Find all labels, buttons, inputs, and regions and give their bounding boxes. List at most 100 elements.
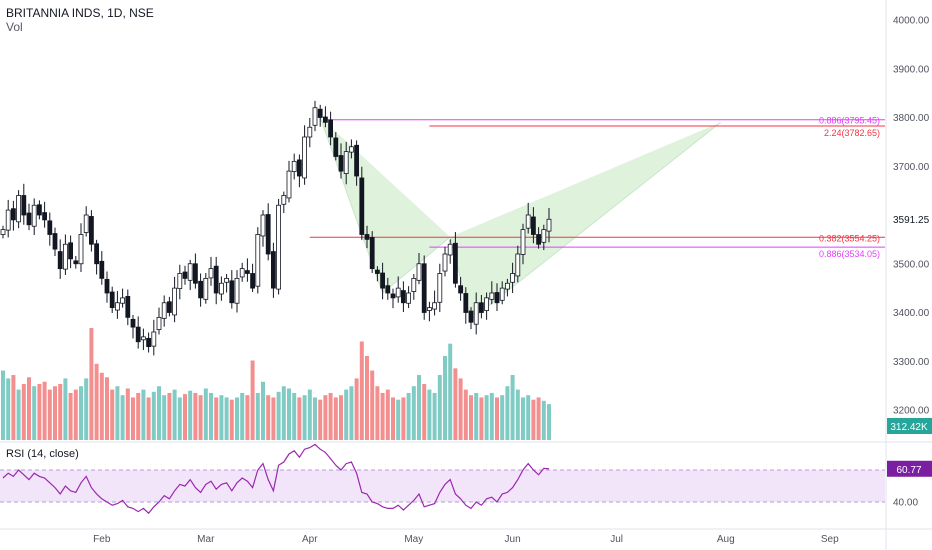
price-tick-label: 3700.00: [893, 162, 930, 173]
volume-bar: [125, 388, 130, 440]
candle-body: [463, 293, 469, 313]
candle-body: [338, 155, 344, 172]
volume-badge-label: 312.42K: [890, 422, 928, 433]
volume-bar: [224, 397, 229, 440]
candle-body: [166, 301, 172, 313]
volume-bar: [328, 392, 333, 440]
symbol-title[interactable]: BRITANNIA INDS, 1D, NSE: [6, 6, 154, 20]
volume-bar: [401, 397, 406, 440]
candle-body: [218, 282, 224, 295]
candle-body: [192, 263, 198, 284]
volume-bar: [131, 397, 135, 440]
volume-bar: [115, 386, 120, 440]
price-tick-label: 3500.00: [893, 259, 930, 270]
fib-level-label: 0.886(3534.05): [819, 249, 880, 259]
volume-bar: [489, 392, 494, 440]
volume-bar: [515, 389, 520, 440]
candle-body: [198, 280, 204, 299]
candle-body: [390, 293, 396, 299]
volume-bar: [183, 394, 187, 440]
candle-body: [213, 265, 219, 294]
volume-bar: [266, 395, 271, 440]
candle-body: [276, 204, 282, 290]
volume-bar: [359, 341, 364, 440]
candle-body: [546, 218, 552, 232]
candle-body: [172, 287, 178, 316]
candle-body: [239, 268, 245, 278]
rsi-value-badge: [887, 460, 932, 477]
volume-bar: [437, 375, 442, 440]
fib-level-label: 0.382(3554.25): [819, 233, 880, 243]
rsi-band: [0, 470, 885, 502]
volume-bar: [365, 356, 369, 440]
volume-bar: [1, 370, 5, 440]
candle-body: [140, 336, 146, 341]
volume-bar: [157, 386, 161, 440]
volume-bar: [27, 377, 31, 440]
time-tick-label: Feb: [93, 534, 111, 545]
fib-level-label: 0.886(3795.45): [819, 116, 880, 126]
volume-bar: [120, 395, 125, 440]
price-tick-label: 3300.00: [893, 357, 930, 368]
candle-body: [317, 108, 323, 118]
candle-body: [400, 290, 406, 304]
volume-bar: [261, 381, 265, 440]
volume-bar: [21, 384, 26, 440]
candle-body: [161, 302, 167, 319]
volume-bar: [188, 390, 193, 440]
candle-body: [494, 292, 500, 304]
volume-bar: [339, 395, 343, 440]
candle-body: [270, 251, 276, 289]
candle-body: [68, 242, 73, 260]
candle-body: [286, 170, 292, 199]
volume-bar: [505, 386, 510, 440]
volume-bar: [214, 397, 219, 440]
candle-body: [348, 146, 354, 153]
candle-body: [380, 272, 386, 289]
volume-bar: [318, 399, 323, 440]
volume-bar: [162, 395, 167, 440]
volume-bar: [495, 397, 499, 440]
volume-bar: [276, 391, 281, 440]
volume-bar: [73, 389, 78, 440]
volume-bar: [6, 378, 11, 440]
fib-level-label: 2.24(3782.65): [824, 128, 880, 138]
candle-body: [499, 287, 505, 301]
volume-bar: [391, 397, 395, 440]
volume-bar: [302, 395, 307, 440]
volume-bar: [136, 392, 141, 440]
candle-body: [89, 216, 94, 245]
volume-bar: [172, 389, 177, 440]
volume-bar: [198, 395, 203, 440]
candle-body: [208, 268, 214, 279]
volume-bar: [63, 378, 68, 440]
candle-body: [302, 136, 308, 179]
rsi-tick-label: 40.00: [893, 498, 918, 509]
candle-body: [504, 282, 510, 290]
candle-body: [21, 195, 27, 216]
candle-body: [432, 302, 438, 310]
volume-bar: [245, 395, 250, 440]
volume-bar: [406, 392, 411, 440]
volume-bar: [209, 392, 213, 440]
candle-body: [281, 195, 287, 205]
time-tick-label: Sep: [821, 534, 839, 545]
volume-bar: [385, 389, 390, 440]
volume-bar: [541, 400, 546, 440]
candle-body: [156, 316, 162, 330]
volume-bar: [432, 392, 437, 440]
volume-bar: [193, 392, 198, 440]
candle-body: [120, 297, 125, 304]
rsi-title[interactable]: RSI (14, close): [6, 448, 79, 460]
volume-bar: [53, 386, 57, 440]
candle-body: [47, 220, 53, 235]
volume-bar: [99, 372, 104, 440]
candle-body: [63, 243, 68, 270]
volume-bar: [203, 388, 208, 440]
candle-body: [83, 214, 89, 233]
volume-bar: [453, 368, 458, 440]
last-price-label: 3591.25: [893, 215, 930, 226]
price-tick-label: 3900.00: [893, 64, 930, 75]
volume-bar: [536, 397, 541, 440]
